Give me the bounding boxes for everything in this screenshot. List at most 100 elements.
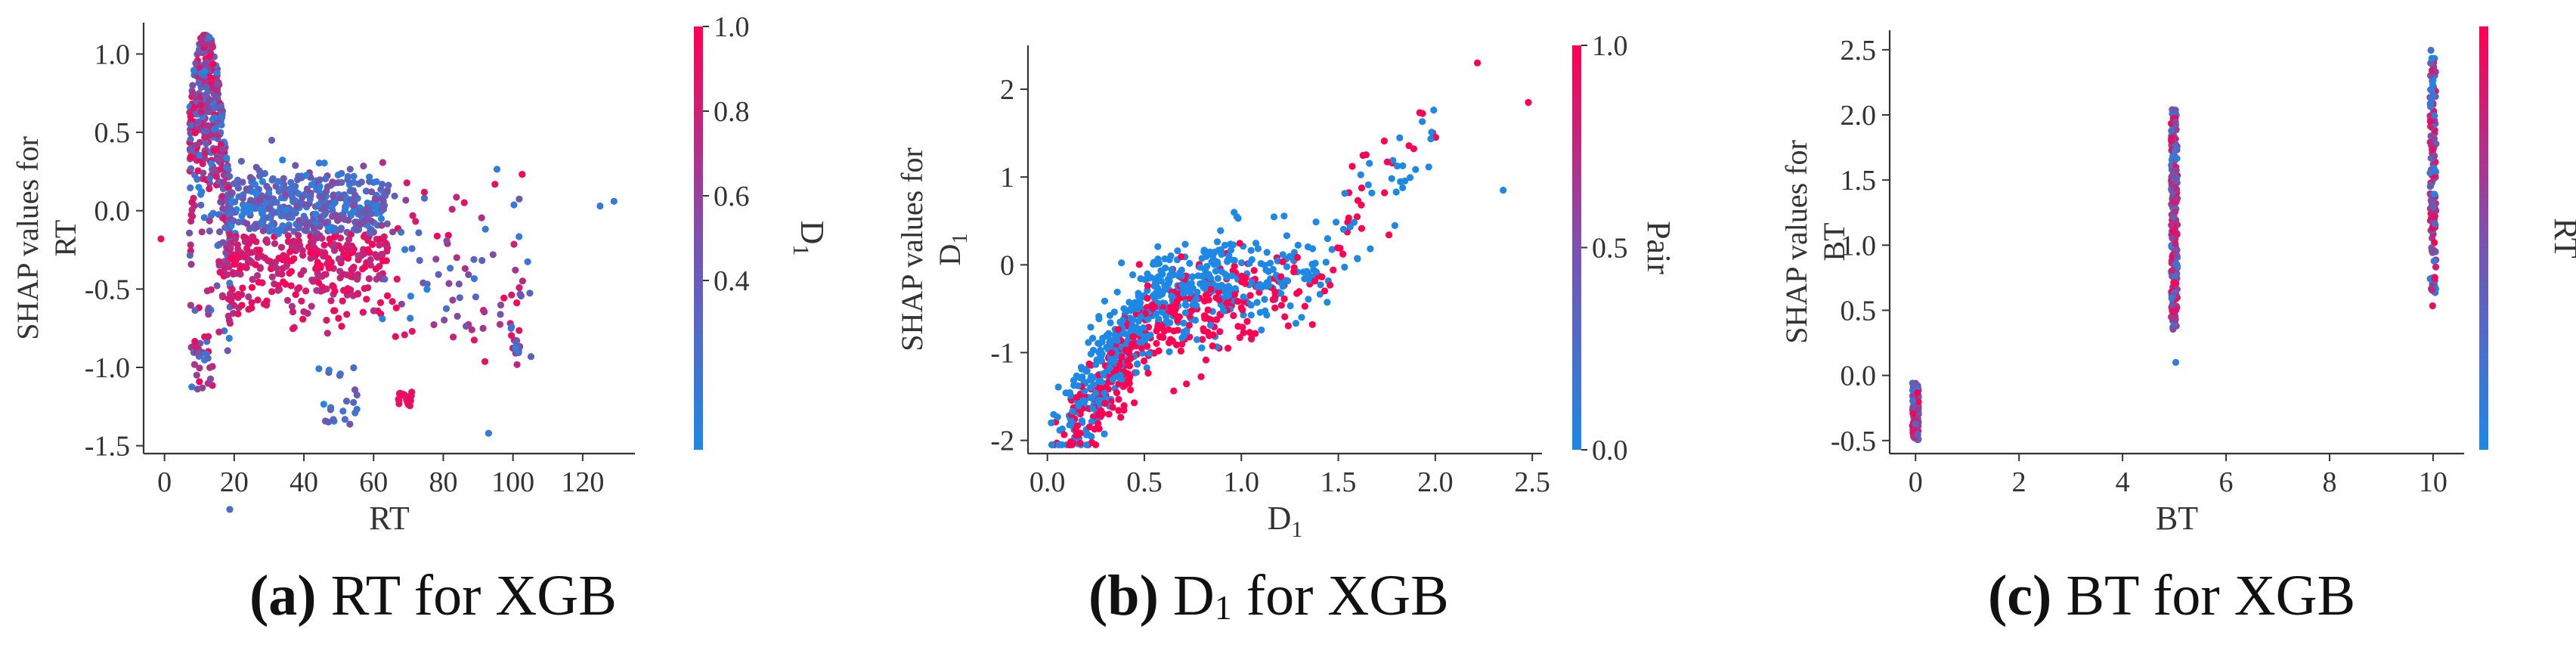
chart-a-point bbox=[383, 247, 391, 255]
chart-a-point bbox=[527, 353, 535, 361]
chart-c-point bbox=[1914, 389, 1921, 397]
chart-b-point bbox=[1305, 296, 1312, 303]
chart-a-colorbar bbox=[694, 26, 703, 450]
chart-b-point bbox=[1088, 395, 1096, 402]
chart-a-point bbox=[258, 220, 265, 228]
chart-a-point bbox=[274, 282, 282, 290]
chart-b-point bbox=[1168, 292, 1175, 299]
chart-a-point bbox=[516, 195, 523, 203]
chart-c-x-tick-label: 2 bbox=[2012, 466, 2026, 498]
chart-a-point bbox=[519, 171, 526, 178]
caption-a-text: RT for XGB bbox=[316, 564, 617, 627]
chart-b-point bbox=[1225, 252, 1233, 259]
chart-a-point bbox=[510, 240, 518, 248]
chart-b-point bbox=[1240, 293, 1247, 301]
chart-a-point bbox=[274, 230, 283, 237]
chart-a-point bbox=[268, 273, 276, 280]
chart-a-point bbox=[324, 183, 331, 191]
chart-a-point bbox=[350, 178, 358, 186]
chart-a-point bbox=[349, 202, 357, 209]
chart-a-point bbox=[218, 146, 227, 153]
chart-a-point bbox=[346, 246, 354, 253]
chart-c-y-tick-label: 1.0 bbox=[1841, 230, 1877, 262]
chart-a-point bbox=[281, 185, 289, 193]
chart-b-point bbox=[1270, 213, 1278, 221]
chart-b-point bbox=[1089, 373, 1097, 381]
chart-a-point bbox=[409, 212, 416, 219]
chart-b-point bbox=[1269, 296, 1277, 303]
chart-b-point bbox=[1127, 386, 1135, 394]
caption-c-text: BT for XGB bbox=[2051, 564, 2356, 627]
chart-a-point bbox=[286, 269, 293, 277]
chart-a-point bbox=[230, 217, 237, 225]
chart-a-point bbox=[215, 258, 223, 265]
chart-b-point bbox=[1231, 209, 1238, 216]
chart-b-point bbox=[1290, 249, 1298, 256]
chart-b-point bbox=[1474, 59, 1482, 67]
chart-b-point bbox=[1243, 318, 1251, 325]
chart-a-point bbox=[226, 279, 234, 287]
chart-a-point bbox=[379, 315, 386, 323]
chart-a-point bbox=[423, 280, 431, 288]
chart-b-point bbox=[1144, 342, 1151, 350]
chart-c-point bbox=[2431, 112, 2438, 119]
chart-a-point bbox=[205, 304, 212, 312]
chart-b-point bbox=[1118, 353, 1125, 361]
chart-b-point bbox=[1231, 262, 1238, 270]
chart-a-point bbox=[456, 294, 463, 302]
chart-b-point bbox=[1279, 258, 1286, 265]
chart-a-point bbox=[228, 199, 235, 206]
chart-a-point bbox=[367, 262, 374, 269]
chart-b-point bbox=[1054, 414, 1061, 421]
chart-a-point bbox=[230, 309, 237, 317]
chart-b-point bbox=[1317, 281, 1324, 289]
chart-a-point bbox=[338, 178, 345, 186]
chart-a-point bbox=[299, 252, 307, 259]
chart-b-point bbox=[1224, 258, 1231, 265]
chart-b-point bbox=[1178, 280, 1186, 289]
chart-b-colorbar-tick-label: 1.0 bbox=[1592, 30, 1628, 62]
chart-a-point bbox=[316, 176, 324, 184]
chart-a-point bbox=[289, 308, 297, 316]
chart-b-point bbox=[1284, 322, 1292, 330]
chart-a-point bbox=[347, 196, 355, 203]
chart-a-colorbar-tick-label: 0.6 bbox=[714, 181, 750, 212]
chart-a-point bbox=[271, 240, 279, 247]
chart-b-point bbox=[1240, 329, 1247, 336]
chart-b-point bbox=[1073, 422, 1082, 429]
chart-a-point bbox=[302, 287, 310, 295]
chart-a-point bbox=[379, 159, 386, 166]
chart-b-point bbox=[1117, 375, 1125, 383]
chart-a-point bbox=[338, 323, 345, 330]
chart-c-point bbox=[2426, 117, 2435, 125]
chart-a-point bbox=[308, 181, 315, 188]
chart-a-point bbox=[450, 333, 457, 341]
chart-b-point bbox=[1116, 361, 1123, 369]
chart-c-point bbox=[2169, 325, 2177, 333]
chart-b-point bbox=[1186, 259, 1194, 267]
chart-a-point bbox=[289, 181, 296, 189]
chart-b-point bbox=[1145, 350, 1153, 358]
chart-b-point bbox=[1138, 349, 1147, 357]
chart-b-point bbox=[1067, 438, 1075, 445]
chart-b-point bbox=[1144, 282, 1151, 290]
chart-a-point bbox=[309, 277, 317, 285]
chart-c-point bbox=[2172, 118, 2179, 126]
chart-a-point bbox=[596, 202, 604, 210]
chart-b-point bbox=[1136, 294, 1144, 302]
chart-a-point bbox=[191, 306, 199, 314]
chart-b-point bbox=[1180, 333, 1187, 340]
chart-a-point bbox=[213, 69, 221, 76]
chart-b-points bbox=[1048, 59, 1532, 449]
chart-a-point bbox=[376, 299, 385, 306]
caption-b-text: D bbox=[1158, 564, 1215, 627]
caption-a: (a) RT for XGB bbox=[249, 563, 617, 629]
chart-a-point bbox=[233, 270, 240, 277]
chart-a-point bbox=[225, 334, 233, 342]
chart-c-x-tick-label: 8 bbox=[2322, 466, 2336, 498]
chart-a-x-tick-label: 100 bbox=[491, 466, 534, 498]
chart-a-point bbox=[223, 154, 231, 162]
chart-a-point bbox=[368, 240, 376, 248]
chart-a-point bbox=[218, 113, 226, 121]
chart-a-point bbox=[252, 190, 260, 197]
